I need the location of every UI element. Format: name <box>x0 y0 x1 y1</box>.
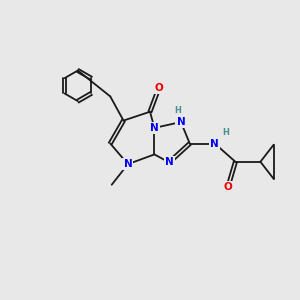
Text: N: N <box>176 117 185 127</box>
Text: N: N <box>165 158 173 167</box>
Text: N: N <box>124 159 132 169</box>
Text: O: O <box>154 83 163 93</box>
Text: H: H <box>223 128 230 137</box>
Text: N: N <box>210 139 219 148</box>
Text: O: O <box>224 182 233 192</box>
Text: H: H <box>174 106 181 115</box>
Text: N: N <box>150 123 159 133</box>
